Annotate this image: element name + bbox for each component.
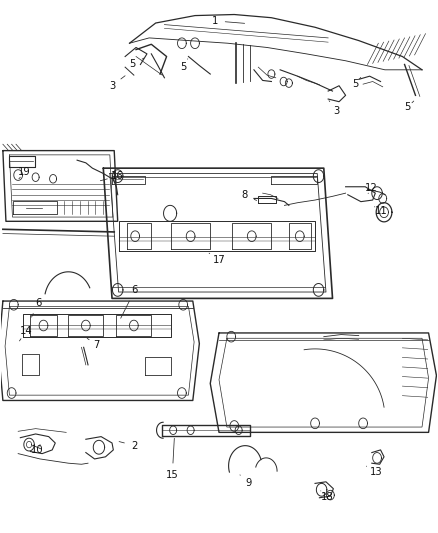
Text: 12: 12	[364, 183, 377, 193]
Text: 19: 19	[18, 167, 31, 177]
Text: 9: 9	[245, 479, 251, 488]
Text: 15: 15	[166, 471, 179, 480]
Text: 17: 17	[212, 255, 226, 264]
Text: 13: 13	[370, 467, 382, 477]
Text: 2: 2	[131, 441, 138, 451]
Text: 3: 3	[109, 81, 115, 91]
Text: 11: 11	[375, 206, 388, 216]
Text: 5: 5	[404, 102, 411, 112]
Text: 5: 5	[180, 62, 187, 71]
Text: 5: 5	[352, 79, 358, 89]
Text: 8: 8	[241, 190, 247, 200]
Text: 5: 5	[129, 60, 136, 69]
Text: 16: 16	[111, 171, 124, 181]
Text: 14: 14	[20, 326, 32, 336]
Text: 1: 1	[212, 16, 218, 26]
Text: 18: 18	[321, 492, 333, 502]
Text: 7: 7	[93, 340, 99, 350]
Text: 6: 6	[131, 286, 138, 295]
Text: 6: 6	[35, 297, 42, 308]
Text: 3: 3	[334, 106, 340, 116]
Text: 10: 10	[31, 445, 43, 455]
